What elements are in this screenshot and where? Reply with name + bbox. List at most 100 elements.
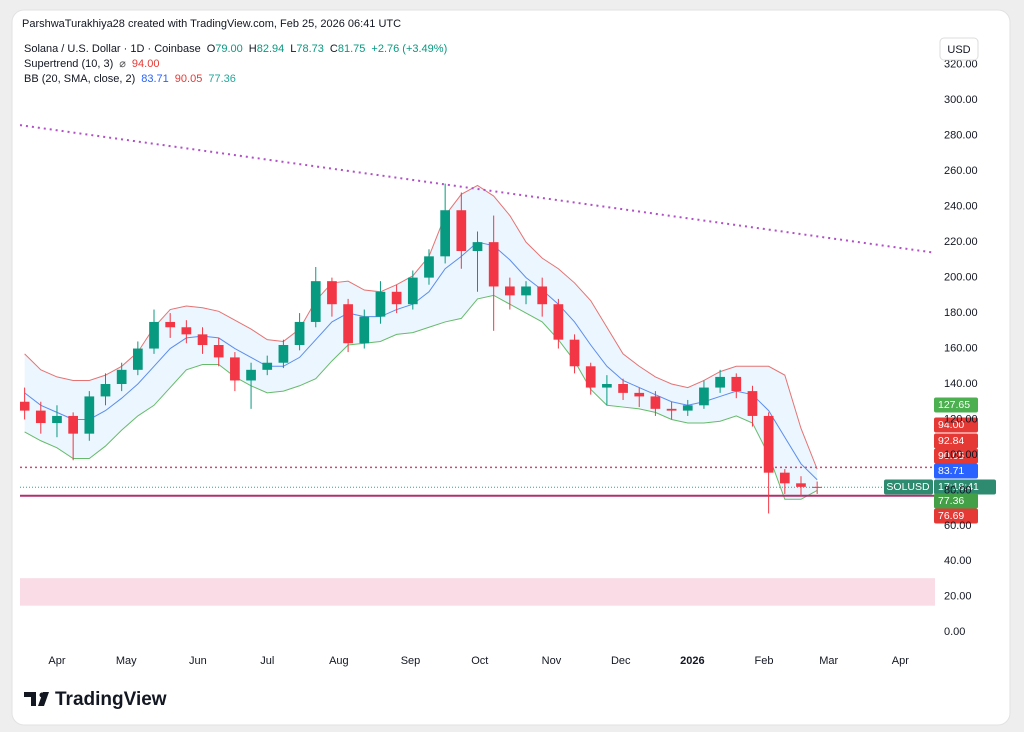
candle-body bbox=[52, 415, 62, 424]
candle-body bbox=[779, 472, 790, 484]
y-tick-label: 120.00 bbox=[944, 413, 978, 425]
price-label-box bbox=[934, 433, 978, 449]
ohlc-value: 79.00 bbox=[215, 43, 243, 55]
overlay: 127.65 94.00 92.84 90.05 83.71 17:18:41 SOLUSD… bbox=[884, 397, 996, 524]
x-tick-label: 2026 bbox=[680, 655, 704, 667]
candle-body bbox=[796, 483, 806, 487]
price-label-box bbox=[934, 479, 996, 495]
band-fill bbox=[24, 185, 818, 500]
candle-body bbox=[699, 387, 709, 406]
candle-body bbox=[731, 376, 742, 392]
candle-body bbox=[763, 415, 774, 473]
indicator-value: 83.71 bbox=[141, 73, 169, 85]
indicator-name: BB (20, SMA, close, 2) bbox=[24, 73, 135, 85]
x-tick-label: Oct bbox=[471, 655, 488, 667]
ohlc-value: 82.94 bbox=[257, 43, 285, 55]
y-tick-label: 260.00 bbox=[944, 165, 978, 177]
logo: TradingView bbox=[24, 689, 167, 710]
price-label: 127.65 bbox=[938, 399, 970, 411]
candle-body bbox=[343, 304, 353, 344]
y-tick-label: 160.00 bbox=[944, 342, 978, 354]
legend-line: Solana / U.S. Dollar · 1D · Coinbase O79.… bbox=[24, 43, 447, 55]
indicator-value: 77.36 bbox=[208, 73, 236, 85]
candle-body bbox=[585, 366, 596, 388]
candle-body bbox=[197, 334, 208, 345]
y-tick-label: 60.00 bbox=[944, 520, 972, 532]
candle-body bbox=[310, 281, 321, 322]
y-tick-label: 100.00 bbox=[944, 449, 978, 461]
candle-body bbox=[327, 281, 337, 305]
x-tick-label: Feb bbox=[755, 655, 774, 667]
candle-body bbox=[132, 348, 143, 370]
y-tick-label: 200.00 bbox=[944, 272, 978, 284]
currency: USD bbox=[947, 44, 970, 56]
price-label: 83.71 bbox=[938, 465, 964, 477]
price-label-box bbox=[934, 493, 978, 509]
y-tick-label: 220.00 bbox=[944, 236, 978, 248]
candle-body bbox=[537, 286, 548, 305]
candle-body bbox=[602, 384, 612, 388]
indicator-legend: Supertrend (10, 3) ⌀ 94.00 bbox=[24, 58, 159, 70]
candle-body bbox=[181, 327, 192, 335]
x-tick-label: May bbox=[116, 655, 137, 667]
price-label-box bbox=[934, 448, 978, 464]
legend-title: Solana / U.S. Dollar · 1D · Coinbase bbox=[24, 43, 201, 55]
candle-body bbox=[278, 345, 289, 363]
brand: TradingView bbox=[55, 689, 167, 710]
x-tick-label: Mar bbox=[819, 655, 838, 667]
price-label: 92.84 bbox=[938, 435, 964, 447]
price-label: 77.36 bbox=[938, 495, 964, 507]
candle-body bbox=[747, 391, 758, 416]
y-tick-label: 80.00 bbox=[944, 484, 972, 496]
candle-body bbox=[569, 339, 580, 367]
candle-body bbox=[456, 210, 467, 252]
candle-body bbox=[213, 345, 224, 358]
candle-body bbox=[504, 286, 515, 296]
candle-body bbox=[84, 396, 95, 434]
symbol-tag-box bbox=[884, 479, 933, 495]
legend-change: +2.76 (+3.49%) bbox=[371, 43, 447, 55]
candle-body bbox=[391, 291, 402, 305]
candle-body bbox=[666, 408, 677, 411]
symbol-tag: SOLUSD bbox=[886, 481, 930, 493]
x-tick-label: Jul bbox=[260, 655, 274, 667]
candle-body bbox=[230, 357, 240, 381]
ohlc-key: H bbox=[249, 43, 257, 55]
indicator-legend: BB (20, SMA, close, 2) 83.71 90.05 77.36 bbox=[24, 73, 236, 85]
header: ParshwaTurakhiya28 created with TradingV… bbox=[22, 18, 401, 30]
x-tick-label: Nov bbox=[542, 655, 562, 667]
candle-body bbox=[715, 376, 725, 388]
candle-body bbox=[407, 277, 418, 305]
y-tick-label: 20.00 bbox=[944, 591, 972, 603]
zone bbox=[20, 578, 935, 606]
x-tick-label: Dec bbox=[611, 655, 631, 667]
band-basis bbox=[24, 241, 818, 481]
candle-body bbox=[375, 291, 386, 317]
candle-body bbox=[650, 396, 661, 409]
price-label: 94.00 bbox=[938, 419, 964, 431]
y-tick-label: 280.00 bbox=[944, 130, 978, 142]
candle-body bbox=[488, 242, 499, 287]
price-label-box bbox=[934, 508, 978, 524]
candle-body bbox=[472, 242, 483, 252]
candle-body bbox=[149, 321, 159, 349]
y-tick-label: 40.00 bbox=[944, 555, 972, 567]
candle-body bbox=[424, 256, 434, 278]
y-tick-label: 0.00 bbox=[944, 626, 965, 638]
price-label: 90.05 bbox=[938, 450, 964, 462]
y-tick-label: 140.00 bbox=[944, 378, 978, 390]
ohlc-value: 81.75 bbox=[338, 43, 366, 55]
candle-body bbox=[246, 369, 256, 381]
y-tick-label: 240.00 bbox=[944, 201, 978, 213]
price-label-box bbox=[934, 397, 978, 413]
candle-body bbox=[20, 401, 30, 411]
candle-body bbox=[440, 210, 451, 257]
candle-body bbox=[68, 415, 78, 434]
candle-body bbox=[116, 369, 127, 385]
candle-body bbox=[100, 384, 111, 397]
candle-body bbox=[682, 405, 693, 411]
trendline bbox=[20, 124, 935, 254]
ohlc-key: O bbox=[207, 43, 216, 55]
candle-body bbox=[812, 486, 823, 488]
